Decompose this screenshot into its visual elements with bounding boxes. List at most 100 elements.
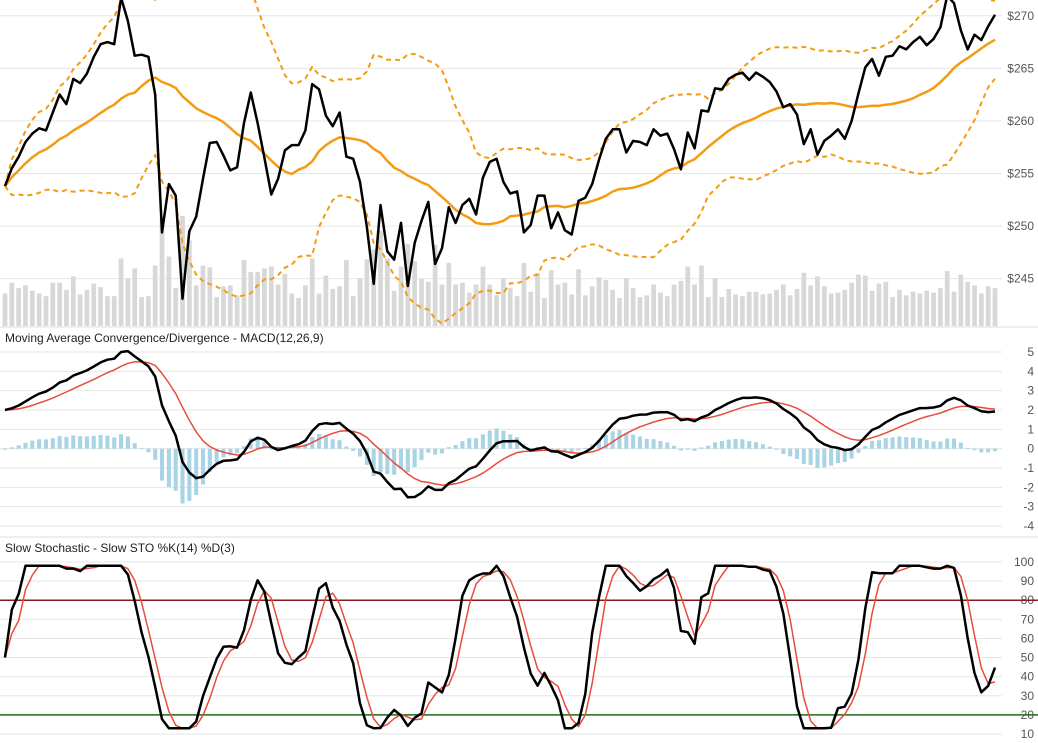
volume-bar — [535, 272, 540, 326]
macd-histogram-bar — [733, 438, 738, 449]
volume-bar — [712, 278, 718, 326]
macd-histogram-bar — [344, 446, 349, 449]
volume-bar — [214, 297, 220, 326]
volume-bar — [268, 266, 274, 326]
volume-bar — [344, 260, 349, 326]
macd-histogram-bar — [856, 448, 861, 453]
volume-bar — [146, 296, 151, 326]
volume-bar — [207, 267, 213, 326]
price-axis-tick-label: $265 — [1007, 61, 1034, 75]
volume-bar — [562, 282, 568, 326]
macd-histogram-bar — [125, 436, 130, 449]
macd-histogram-bar — [781, 448, 786, 454]
macd-histogram-bar — [439, 448, 444, 454]
macd-histogram-bar — [515, 437, 520, 449]
macd-histogram-bar — [904, 437, 909, 449]
macd-histogram-bar — [467, 438, 472, 449]
macd-histogram-bar — [644, 438, 649, 449]
volume-bar — [337, 286, 342, 326]
macd-axis-tick-label: -1 — [1023, 461, 1034, 475]
macd-histogram-bar — [337, 440, 342, 449]
volume-bar — [425, 281, 431, 326]
macd-axis-tick-label: 3 — [1027, 384, 1034, 398]
volume-bar — [664, 296, 670, 326]
macd-histogram-bar — [958, 442, 963, 449]
macd-histogram-bar — [330, 439, 335, 449]
macd-histogram-bar — [863, 445, 868, 449]
macd-histogram-bar — [917, 438, 922, 449]
volume-bar — [699, 265, 704, 326]
macd-histogram-bar — [713, 442, 718, 449]
macd-histogram-bar — [876, 440, 881, 449]
volume-bar — [453, 284, 458, 326]
macd-histogram-bar — [603, 434, 608, 449]
volume-bar — [296, 298, 301, 326]
macd-histogram-bar — [849, 448, 854, 459]
volume-bar — [391, 290, 397, 326]
volume-bar — [159, 216, 165, 326]
macd-histogram-bar — [426, 448, 431, 453]
macd-histogram-bar — [30, 440, 35, 449]
volume-bar — [29, 290, 35, 326]
macd-histogram-bar — [938, 441, 943, 449]
macd-histogram-bar — [815, 448, 820, 468]
macd-histogram-bar — [637, 436, 642, 449]
volume-bar — [931, 292, 936, 326]
volume-bar — [36, 293, 42, 326]
macd-histogram-bar — [214, 448, 219, 463]
volume-bar — [111, 296, 117, 326]
macd-histogram-bar — [678, 448, 683, 451]
volume-bar — [678, 280, 684, 326]
macd-histogram-bar — [842, 448, 847, 462]
volume-bar — [767, 293, 773, 326]
macd-histogram-bar — [897, 436, 902, 449]
macd-histogram-bar — [583, 447, 588, 449]
volume-bar — [651, 284, 656, 326]
macd-histogram-bar — [747, 441, 752, 449]
volume-bar — [186, 240, 192, 326]
volume-bar — [726, 289, 732, 326]
volume-bar — [555, 284, 561, 326]
macd-histogram-bar — [412, 448, 417, 468]
volume-bar — [733, 294, 738, 326]
macd-histogram-bar — [78, 436, 83, 449]
volume-bar — [200, 265, 206, 326]
volume-bar — [166, 256, 172, 326]
macd-histogram-bar — [794, 448, 800, 460]
stoch-axis-tick-label: 40 — [1021, 670, 1035, 684]
macd-histogram-bar — [870, 440, 875, 449]
macd-histogram-bar — [692, 448, 697, 451]
macd-histogram-bar — [672, 445, 677, 449]
macd-histogram-bar — [235, 448, 240, 454]
macd-histogram-bar — [446, 447, 451, 449]
volume-bar — [972, 285, 977, 326]
macd-histogram-bar — [979, 448, 984, 453]
volume-bar — [692, 284, 697, 326]
macd-histogram-bar — [200, 448, 206, 485]
volume-bar — [91, 283, 97, 326]
volume-bar — [234, 295, 240, 326]
volume-bar — [43, 296, 49, 326]
macd-histogram-bar — [23, 442, 28, 449]
volume-bar — [432, 244, 438, 326]
volume-bar — [412, 261, 418, 326]
macd-histogram-bar — [760, 444, 765, 449]
volume-bar — [221, 286, 226, 326]
macd-axis-tick-label: 2 — [1027, 403, 1034, 417]
volume-bar — [958, 274, 964, 326]
volume-bar — [924, 290, 930, 326]
volume-bar — [289, 293, 295, 326]
macd-histogram-bar — [883, 438, 888, 449]
volume-bar — [371, 249, 377, 326]
volume-bar — [780, 284, 786, 326]
macd-histogram-bar — [740, 439, 745, 449]
macd-histogram-bar — [398, 448, 404, 470]
volume-bar — [801, 272, 807, 326]
macd-histogram-bar — [262, 441, 267, 449]
macd-histogram-bar — [596, 439, 602, 449]
macd-histogram-bar — [460, 441, 465, 449]
volume-bar — [180, 216, 185, 326]
macd-histogram-bar — [576, 448, 581, 451]
volume-bar — [227, 285, 233, 326]
stoch-axis-tick-label: 60 — [1021, 631, 1035, 645]
